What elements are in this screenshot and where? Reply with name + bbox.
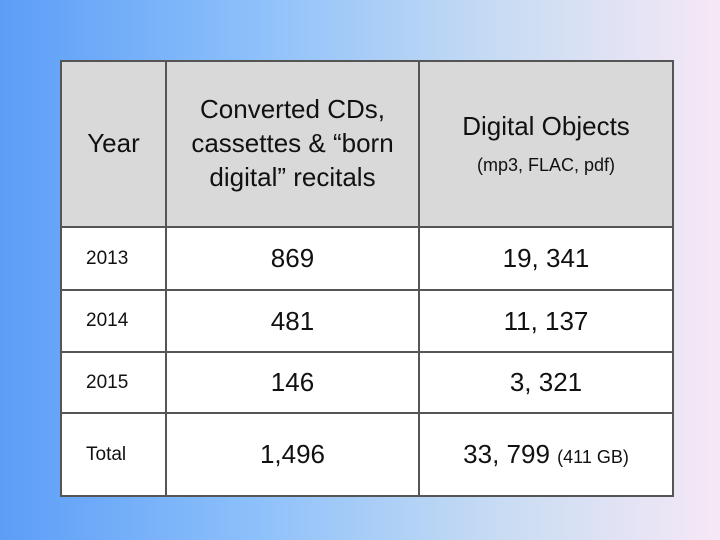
cell-text: 19, 341: [502, 243, 590, 273]
cell: 2013: [60, 226, 167, 291]
cell: 2014: [60, 289, 167, 353]
cell-text: 481: [270, 305, 315, 336]
cell: 481: [165, 289, 420, 353]
header-cell: Year: [60, 60, 167, 228]
cell: Total: [60, 412, 167, 497]
cell-text: 1,496: [259, 439, 326, 469]
header-note: (mp3, FLAC, pdf): [476, 155, 616, 176]
data-row: 2015 146 3, 321: [60, 351, 674, 414]
header-row: Year Converted CDs, cassettes & “born di…: [60, 60, 674, 228]
cell: 19, 341: [418, 226, 674, 291]
header-cell: Converted CDs, cassettes & “born digital…: [165, 60, 420, 228]
cell-note: (411 GB): [557, 447, 629, 467]
header-text: Digital Objects: [462, 111, 630, 142]
data-row: 2014 481 11, 137: [60, 289, 674, 353]
cell-text: 869: [270, 243, 315, 273]
cell: 2015: [60, 351, 167, 414]
cell-text: 3, 321: [509, 367, 583, 397]
cell: 33, 799 (411 GB): [418, 412, 674, 497]
cell-text: 2015: [86, 371, 129, 393]
data-row: 2013 869 19, 341: [60, 226, 674, 291]
cell-text: 2014: [86, 310, 129, 331]
header-text: Year: [87, 128, 140, 159]
cell-text: 2013: [86, 247, 129, 269]
header-text: Converted CDs, cassettes & “born digital…: [191, 94, 394, 192]
cell: 3, 321: [418, 351, 674, 414]
cell-text: 146: [270, 367, 315, 397]
cell-text: 33, 799: [463, 439, 550, 469]
cell: 11, 137: [418, 289, 674, 353]
cell: 1,496: [165, 412, 420, 497]
cell: 146: [165, 351, 420, 414]
header-cell: Digital Objects (mp3, FLAC, pdf): [418, 60, 674, 228]
cell-text: 11, 137: [503, 305, 589, 336]
data-table: Year Converted CDs, cassettes & “born di…: [60, 60, 674, 497]
cell: 869: [165, 226, 420, 291]
total-row: Total 1,496 33, 799 (411 GB): [60, 412, 674, 497]
cell-text: Total: [86, 443, 127, 465]
